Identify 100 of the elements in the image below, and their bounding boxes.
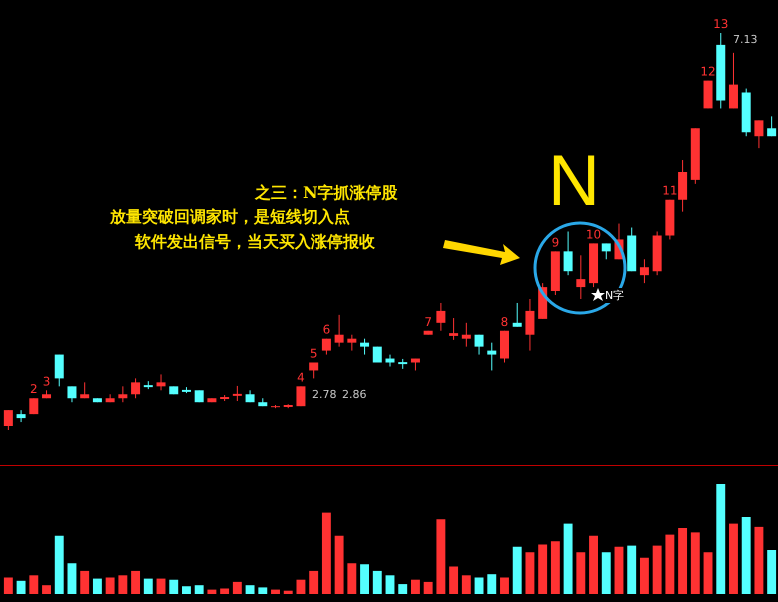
candlestick <box>386 354 394 367</box>
bar <box>424 582 433 594</box>
candlestick <box>398 358 408 370</box>
candlestick <box>360 338 370 356</box>
candlestick <box>309 362 318 379</box>
candlestick <box>728 52 738 109</box>
bar <box>54 536 64 594</box>
annotation: 之三：N字抓涨停股 <box>255 183 398 204</box>
bar <box>550 541 560 594</box>
candlestick <box>525 298 534 352</box>
bar <box>474 578 484 594</box>
candlestick <box>16 410 26 423</box>
bar <box>42 585 51 594</box>
candlestick <box>576 254 586 300</box>
bar <box>678 528 688 594</box>
bar <box>602 552 611 594</box>
bar <box>296 580 306 594</box>
candlestick <box>29 398 38 415</box>
bar <box>500 578 509 594</box>
bar <box>182 586 191 594</box>
bar <box>410 580 420 594</box>
text: 4 <box>297 370 305 384</box>
bar <box>347 563 356 594</box>
bar <box>144 578 153 594</box>
candlestick <box>347 334 356 352</box>
bar <box>449 566 458 594</box>
bar <box>665 534 674 594</box>
bar <box>729 524 738 594</box>
bar <box>156 578 166 594</box>
candlestick <box>334 314 344 348</box>
bar <box>386 575 394 594</box>
bar <box>462 575 471 594</box>
bar <box>16 580 26 594</box>
candlestick <box>131 378 140 399</box>
candlestick <box>487 342 496 371</box>
candlestick <box>462 322 471 348</box>
bar <box>564 524 573 594</box>
candlestick <box>67 386 76 403</box>
text: 8 <box>500 314 508 329</box>
bar <box>80 570 90 594</box>
text: 7 <box>424 314 432 329</box>
bar <box>271 590 280 594</box>
text: 9 <box>552 235 560 250</box>
candlestick <box>512 302 522 328</box>
bar <box>284 590 293 594</box>
bar <box>398 584 408 594</box>
bar <box>576 552 586 594</box>
bar <box>512 546 522 594</box>
annotation: 放量突破回调家时，是短线切入点 <box>110 207 350 228</box>
annotation: 软件发出信号，当天买入涨停报收 <box>135 232 375 253</box>
bar <box>767 550 776 594</box>
bar <box>169 580 178 594</box>
bar <box>118 575 128 594</box>
candlestick <box>449 318 458 340</box>
bar <box>627 546 636 594</box>
candlestick <box>232 385 242 402</box>
bar <box>436 519 446 594</box>
candlestick <box>602 242 611 260</box>
bar <box>538 544 548 594</box>
candlestick <box>564 231 573 276</box>
bar <box>372 570 382 594</box>
bar <box>4 578 13 594</box>
candlestick <box>372 346 382 364</box>
annotation: N <box>548 140 600 222</box>
bar <box>589 536 598 594</box>
candlestick <box>4 410 13 430</box>
bar <box>29 575 38 594</box>
candlestick <box>474 334 484 356</box>
text: 13 <box>713 17 728 31</box>
bar <box>207 590 216 594</box>
candlestick <box>754 120 764 149</box>
text: 2 <box>30 382 38 396</box>
candlestick <box>767 116 776 137</box>
bar <box>525 552 534 594</box>
bar <box>754 526 764 594</box>
text: 5 <box>310 346 318 361</box>
bar <box>131 570 140 594</box>
bar <box>92 578 102 594</box>
text: 12 <box>700 64 716 79</box>
bar <box>232 582 242 594</box>
candlestick <box>156 374 166 391</box>
annotation: N字 <box>605 288 624 303</box>
bar <box>258 587 268 594</box>
text: 6 <box>322 322 330 337</box>
bar <box>68 563 76 594</box>
annotation: 2.78 <box>312 388 336 401</box>
bar <box>194 585 204 594</box>
bar <box>487 574 496 594</box>
bar <box>690 532 700 594</box>
bar <box>334 536 344 594</box>
text: 11 <box>662 184 678 198</box>
bar <box>742 517 751 594</box>
candlestick <box>410 358 420 371</box>
bar <box>360 564 370 594</box>
bar <box>704 552 712 594</box>
text: 3 <box>42 374 50 388</box>
annotation: 2.86 <box>342 388 366 401</box>
bar <box>106 578 115 594</box>
candlestick <box>640 258 649 284</box>
bar <box>322 512 331 594</box>
